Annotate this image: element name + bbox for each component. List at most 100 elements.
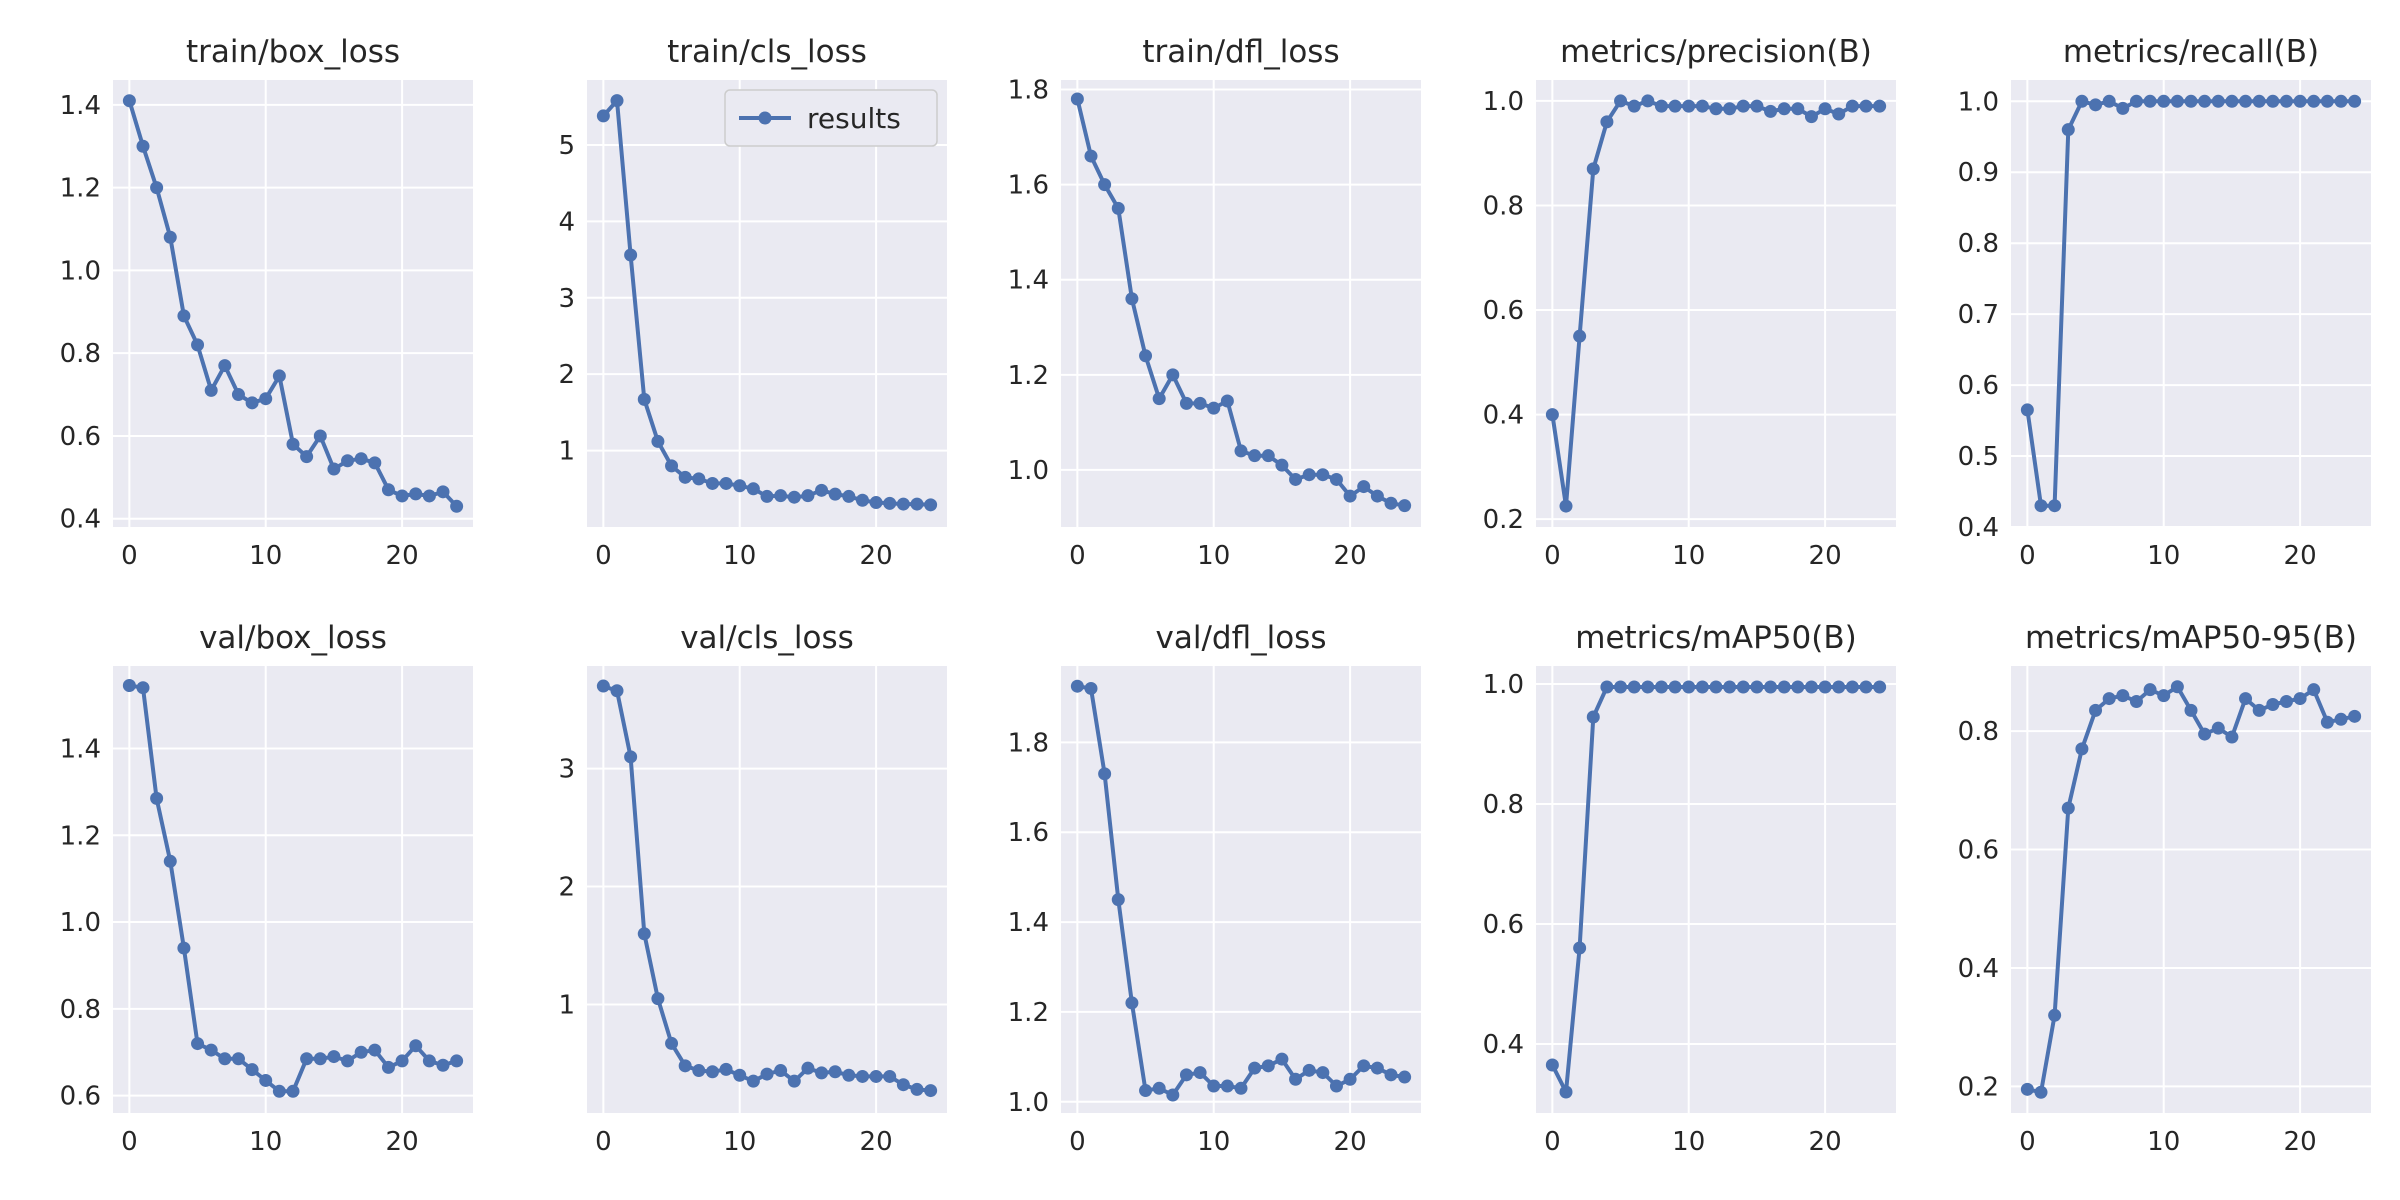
data-point [2157,94,2171,108]
data-point [1723,680,1737,694]
data-point [1220,394,1234,408]
x-tick-label: 10 [723,1127,756,1157]
y-tick-label: 3 [558,284,575,314]
data-point [815,1066,829,1080]
data-point [450,1054,464,1068]
x-tick-label: 0 [121,1127,138,1157]
data-point [1668,99,1682,113]
data-point [2102,692,2116,706]
x-tick-label: 0 [2019,541,2036,571]
data-point [2320,94,2334,108]
data-point [746,1074,760,1088]
y-tick-label: 1.2 [60,174,101,204]
data-point [368,456,382,470]
data-point [2320,715,2334,729]
data-point [1084,149,1098,163]
data-point [1750,680,1764,694]
y-tick-label: 5 [558,131,575,161]
y-tick-label: 0.6 [1958,371,1999,401]
data-point [150,791,164,805]
data-point [855,1069,869,1083]
data-point [436,485,450,499]
data-point [719,1062,733,1076]
data-point [381,483,395,497]
x-tick-label: 20 [2284,541,2317,571]
data-point [313,429,327,443]
data-point [1859,99,1873,113]
data-point [1275,1052,1289,1066]
data-point [1750,99,1764,113]
data-point [746,482,760,496]
x-tick-label: 0 [1069,541,1086,571]
data-point [2157,689,2171,703]
data-point [2184,703,2198,717]
data-point [624,750,638,764]
data-point [2129,94,2143,108]
data-point [760,1067,774,1081]
data-point [1370,1061,1384,1075]
data-point [1627,99,1641,113]
data-point [1179,1068,1193,1082]
data-point [2211,94,2225,108]
data-point [341,1054,355,1068]
data-point [1832,680,1846,694]
data-point [1545,1058,1559,1072]
x-tick-label: 20 [1334,541,1367,571]
data-point [191,1037,205,1051]
data-point [354,452,368,466]
data-point [1654,680,1668,694]
legend: results [724,89,938,147]
legend-marker [758,111,772,125]
y-tick-label: 1.0 [1008,456,1049,486]
data-point [272,1084,286,1098]
y-tick-label: 3 [558,755,575,785]
data-point [1384,496,1398,510]
data-point [828,487,842,501]
chart-panel-9: 0 10 20 0.4 0.6 0.8 1.0 metrics/mAP50(B) [1483,620,1896,1157]
data-point [651,992,665,1006]
data-point [2116,689,2130,703]
data-point [610,684,624,698]
y-tick-label: 4 [558,207,575,237]
data-point [910,1082,924,1096]
data-point [1329,1079,1343,1093]
data-point [422,1054,436,1068]
y-tick-label: 1.4 [1008,266,1049,296]
y-tick-label: 1.0 [1483,670,1524,700]
data-point [2252,94,2266,108]
x-tick-label: 20 [386,1127,419,1157]
data-point [705,476,719,490]
y-tick-label: 0.8 [60,339,101,369]
data-point [2170,680,2184,694]
data-point [2266,697,2280,711]
data-point [1207,401,1221,415]
data-point [637,392,651,406]
data-point [1736,99,1750,113]
data-point [869,496,883,510]
data-point [1343,1072,1357,1086]
data-point [395,489,409,503]
y-tick-label: 0.6 [60,1082,101,1112]
data-point [596,679,610,693]
data-point [122,679,136,693]
data-point [1261,1059,1275,1073]
data-point [1398,1070,1412,1084]
data-point [2198,94,2212,108]
data-point [354,1045,368,1059]
x-tick-label: 10 [1672,541,1705,571]
data-point [1695,680,1709,694]
chart-title: metrics/precision(B) [1560,34,1872,70]
x-tick-label: 0 [595,541,612,571]
data-point [2252,703,2266,717]
data-point [1873,680,1887,694]
data-point [150,181,164,195]
y-tick-label: 1.4 [60,734,101,764]
data-point [1316,468,1330,482]
data-point [787,1074,801,1088]
data-point [1791,680,1805,694]
data-point [327,1050,341,1064]
y-tick-label: 0.2 [1483,505,1524,535]
y-tick-label: 1.0 [1958,87,1999,117]
data-point [760,489,774,503]
